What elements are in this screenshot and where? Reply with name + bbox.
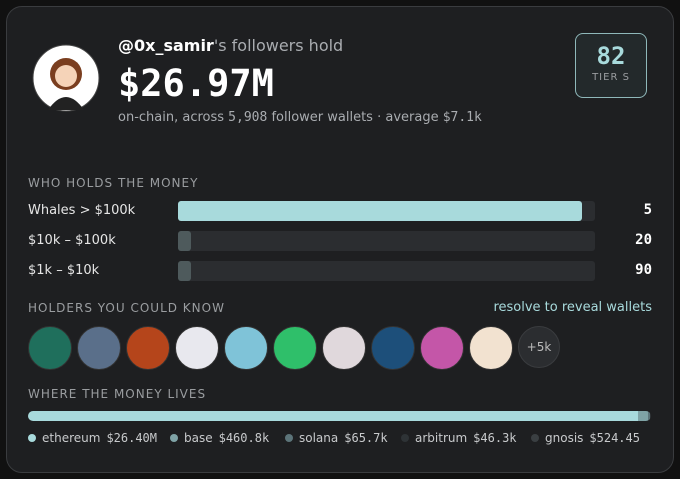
holder-avatar: [322, 326, 366, 370]
legend-dot: [28, 434, 36, 442]
holder-avatar: [273, 326, 317, 370]
bar-track: [178, 231, 595, 251]
chain-name: base: [184, 431, 213, 445]
legend-item: solana $65.7k: [285, 431, 388, 445]
legend-item: arbitrum $46.3k: [401, 431, 517, 445]
legend-dot: [531, 434, 539, 442]
row-label: $1k – $10k: [28, 263, 100, 278]
legend-dot: [285, 434, 293, 442]
holder-avatar: [126, 326, 170, 370]
subtitle-part: follower wallets · average: [267, 110, 443, 125]
chain-segment: [649, 411, 651, 421]
bar-track: [178, 261, 595, 281]
chain-name: gnosis: [545, 431, 584, 445]
chain-bar: [28, 411, 651, 421]
chain-value: $65.7k: [344, 431, 388, 445]
chain-segment: [637, 411, 649, 421]
headline: @0x_samir's followers hold: [118, 36, 343, 55]
more-holders: +5k: [518, 326, 560, 368]
section-title: WHERE THE MONEY LIVES: [28, 387, 207, 401]
chain-segment: [648, 411, 650, 421]
subtitle: on-chain, across 5,908 follower wallets …: [118, 110, 482, 125]
holder-avatar: [175, 326, 219, 370]
section-title: WHO HOLDS THE MONEY: [28, 176, 199, 190]
holder-avatar: [469, 326, 513, 370]
subtitle-part: 5,908: [228, 110, 268, 125]
subtitle-part: on-chain, across: [118, 110, 229, 125]
bar: [178, 261, 191, 281]
subtitle-part: $7.1k: [442, 110, 482, 125]
row-count: 5: [643, 202, 652, 218]
holder-avatar: [224, 326, 268, 370]
profile-avatar: [32, 44, 100, 112]
bar: [178, 231, 191, 251]
handle-suffix: 's followers hold: [213, 36, 344, 55]
handle: @0x_samir: [118, 36, 214, 55]
row-count: 20: [635, 232, 652, 248]
bar-track: [178, 201, 595, 221]
legend-dot: [401, 434, 409, 442]
row-count: 90: [635, 262, 652, 278]
bar: [178, 201, 583, 221]
holder-avatar: [371, 326, 415, 370]
section-title: HOLDERS YOU COULD KNOW: [28, 301, 225, 315]
legend-item: gnosis $524.45: [531, 431, 640, 445]
tier-score: 82: [596, 42, 626, 70]
legend-item: ethereum $26.40M: [28, 431, 157, 445]
chain-segment: [28, 411, 638, 421]
chain-value: $26.40M: [106, 431, 158, 445]
chain-name: ethereum: [42, 431, 101, 445]
chain-name: arbitrum: [415, 431, 468, 445]
legend-item: base $460.8k: [170, 431, 269, 445]
chain-value: $524.45: [589, 431, 640, 445]
tier-label: TIER S: [592, 72, 630, 83]
total: $26.97M: [118, 62, 274, 105]
reveal-link[interactable]: resolve to reveal wallets: [493, 300, 652, 315]
chain-value: $46.3k: [473, 431, 517, 445]
holder-avatar: [420, 326, 464, 370]
legend-dot: [170, 434, 178, 442]
chain-value: $460.8k: [218, 431, 270, 445]
holder-avatar: [28, 326, 72, 370]
row-label: Whales > $100k: [28, 203, 136, 218]
holder-avatar: [77, 326, 121, 370]
tier-box: 82 TIER S: [575, 33, 647, 98]
row-label: $10k – $100k: [28, 233, 116, 248]
chain-name: solana: [299, 431, 339, 445]
